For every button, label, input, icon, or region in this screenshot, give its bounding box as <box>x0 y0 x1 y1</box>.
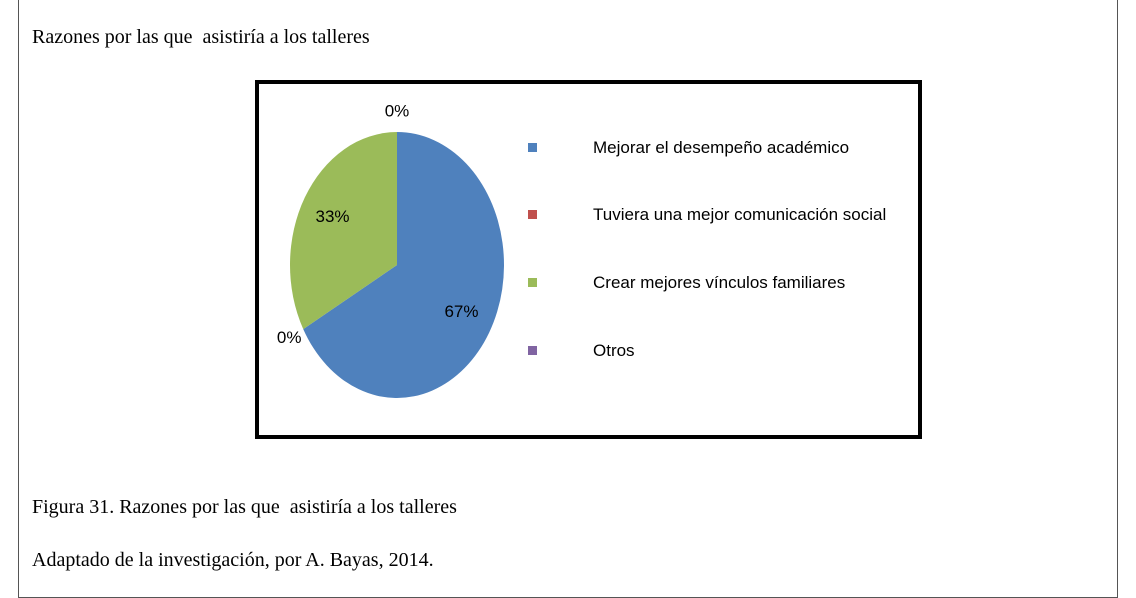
data-label: 0% <box>385 102 410 121</box>
legend-swatch <box>528 346 537 355</box>
legend-swatch <box>528 210 537 219</box>
legend-label: Crear mejores vínculos familiares <box>593 273 846 292</box>
pie-slice <box>303 132 504 399</box>
legend-swatch <box>528 143 537 152</box>
legend-label: Tuviera una mejor comunicación social <box>593 205 887 224</box>
data-label: 33% <box>316 207 350 226</box>
legend-item: Crear mejores vínculos familiares <box>528 270 888 295</box>
legend-label: Otros <box>593 341 635 360</box>
data-label: 0% <box>277 328 302 347</box>
caption: Figura 31. Razones por las que asistiría… <box>32 496 457 518</box>
legend-item: Mejorar el desempeño académico <box>528 135 888 160</box>
heading: Razones por las que asistiría a los tall… <box>32 26 370 48</box>
pie-slice <box>290 132 397 330</box>
source: Adaptado de la investigación, por A. Bay… <box>32 549 434 571</box>
legend-swatch <box>528 278 537 287</box>
legend-item: Tuviera una mejor comunicación social <box>528 202 888 227</box>
chart-box <box>255 80 922 439</box>
legend-label: Mejorar el desempeño académico <box>593 138 850 157</box>
data-label: 67% <box>444 302 478 321</box>
legend-item: Otros <box>528 338 888 363</box>
